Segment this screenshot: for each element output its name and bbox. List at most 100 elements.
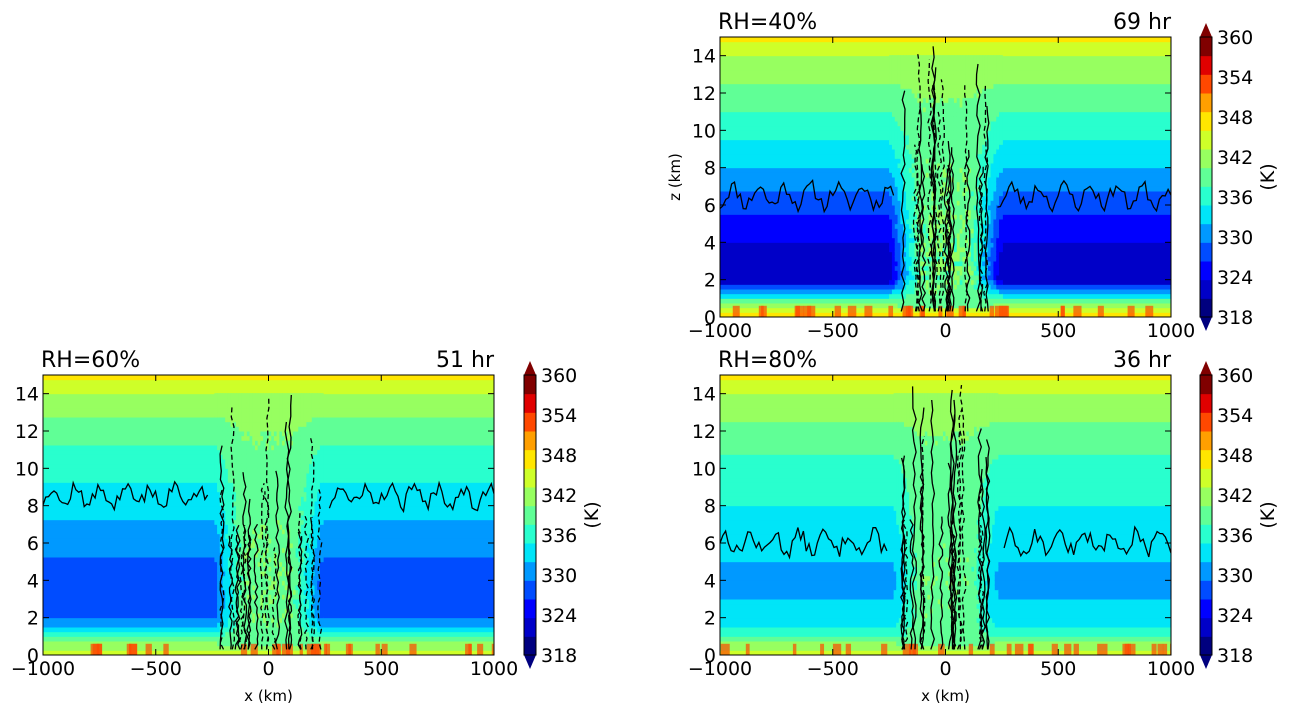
colorbar-segment (1200, 279, 1212, 299)
y-tick-label: 10 (692, 120, 716, 142)
contour-cell-rh60-22 (297, 531, 303, 650)
panel-title-right: 36 hr (1113, 348, 1172, 373)
contour-cell-rh80-19 (985, 439, 991, 650)
colorbar-segment (1200, 149, 1212, 169)
colorbar-tick-label: 336 (541, 525, 577, 547)
y-tick-label: 4 (27, 570, 39, 592)
contour-cell-rh60-6 (309, 436, 315, 650)
contour-cell-rh80-17 (980, 468, 986, 650)
contour-cell-rh60-12 (219, 489, 225, 650)
colorbar-tick-label: 318 (1217, 645, 1253, 667)
colorbar-segment (1200, 412, 1212, 432)
colorbar-tick-label: 330 (1217, 227, 1253, 249)
colorbar-tick-label: 348 (1217, 445, 1253, 467)
contour-cell-rh60-16 (242, 525, 247, 650)
colorbar-segment (1200, 599, 1212, 619)
x-tick-label: 0 (939, 658, 951, 680)
contour-cell-rh40-16 (939, 79, 945, 312)
contour-cell-rh60-13 (287, 533, 293, 650)
colorbar-frame (1199, 374, 1213, 656)
x-tick-label: −1000 (11, 658, 75, 680)
contour-cell-rh60-25 (264, 491, 270, 650)
colorbar-tick-label: 360 (1217, 365, 1253, 387)
x-tick-label: −500 (130, 658, 182, 680)
y-tick-label: 2 (704, 270, 716, 292)
contour-cell-rh80-10 (930, 399, 936, 650)
panel-title-left: RH=40% (718, 10, 817, 35)
y-tick-label: 0 (704, 307, 716, 329)
contour-cell-rh40-2 (900, 90, 906, 312)
contours-rh60 (43, 394, 494, 650)
colorbar-segment (1200, 167, 1212, 187)
x-tick-label: 1000 (470, 658, 518, 680)
colorbar-segment (1200, 242, 1212, 262)
contour-cell-rh40-8 (978, 166, 984, 312)
colorbar-segment (524, 505, 536, 525)
y-tick-label: 8 (27, 496, 39, 518)
colorbar-segment (1200, 487, 1212, 507)
contour-cell-rh60-21 (271, 547, 278, 650)
y-tick-label: 6 (27, 533, 39, 555)
x-axis-label: x (km) (921, 687, 970, 705)
panel-title-right: 51 hr (436, 348, 495, 373)
y-tick-label: 8 (704, 158, 716, 180)
contour-cell-rh80-18 (958, 385, 964, 650)
colorbar-segment (1200, 261, 1212, 281)
colorbar-segment (1200, 505, 1212, 525)
contour-cell-rh40-4 (927, 59, 933, 312)
colorbar-segment (524, 431, 536, 451)
colorbar-tick-label: 324 (1217, 267, 1253, 289)
colorbar-segment (524, 449, 536, 469)
contour-cell-rh80-0 (938, 516, 944, 650)
colorbar-extend-top (1200, 23, 1212, 37)
colorbar-segment (1200, 543, 1212, 563)
contour-cell-rh80-24 (947, 462, 953, 650)
colorbar-segment (1200, 561, 1212, 581)
contour-cell-rh60-14 (286, 394, 292, 650)
y-tick-label: 0 (704, 645, 716, 667)
colorbar-tick-label: 342 (541, 485, 577, 507)
x-tick-label: 1000 (1147, 320, 1195, 342)
contour-cell-rh40-25 (932, 67, 937, 312)
colorbar-tick-label: 318 (541, 645, 577, 667)
colorbar-frame (1199, 36, 1213, 318)
y-tick-label: 2 (27, 608, 39, 630)
contour-cell-rh60-20 (242, 472, 248, 650)
colorbar-extend-bottom (1200, 655, 1212, 669)
colorbar-segment (1200, 223, 1212, 243)
x-tick-label: −1000 (688, 320, 752, 342)
colorbar-label: (K) (581, 501, 603, 528)
contour-right-rh80 (1003, 525, 1171, 558)
contour-cell-rh40-20 (983, 85, 989, 312)
contour-cell-rh80-2 (977, 428, 983, 650)
contours-rh40 (720, 46, 1171, 312)
colorbar-segment (524, 412, 536, 432)
colorbar-segment (1200, 580, 1212, 600)
colorbar-extend-top (1200, 361, 1212, 375)
colorbar-segment (524, 543, 536, 563)
colorbar-segment (1200, 393, 1212, 413)
y-tick-label: 14 (692, 46, 716, 68)
theta-field-rh80 (720, 375, 1171, 655)
colorbar-segment (1200, 636, 1212, 656)
contour-cell-rh40-0 (936, 111, 942, 312)
colorbar-tick-label: 360 (1217, 27, 1253, 49)
colorbar-segment (524, 561, 536, 581)
contour-cell-rh60-1 (264, 397, 270, 650)
x-tick-label: −500 (807, 658, 859, 680)
colorbar-segment (1200, 375, 1212, 395)
contour-cell-rh40-9 (930, 85, 936, 312)
contours-rh80 (720, 385, 1171, 650)
contour-cell-rh80-23 (961, 409, 967, 650)
colorbar-segment (1200, 37, 1212, 57)
x-tick-label: 1000 (1147, 658, 1195, 680)
colorbar-tick-label: 318 (1217, 307, 1253, 329)
x-tick-label: 0 (262, 658, 274, 680)
contour-cell-rh40-23 (950, 147, 955, 312)
colorbar-segment (1200, 431, 1212, 451)
y-tick-label: 10 (692, 458, 716, 480)
contour-cell-rh40-5 (930, 46, 936, 312)
contour-left-rh40 (720, 179, 895, 214)
colorbar-rh80: 318 324 330 336 342 348 354 360 (K) (1199, 361, 1279, 669)
